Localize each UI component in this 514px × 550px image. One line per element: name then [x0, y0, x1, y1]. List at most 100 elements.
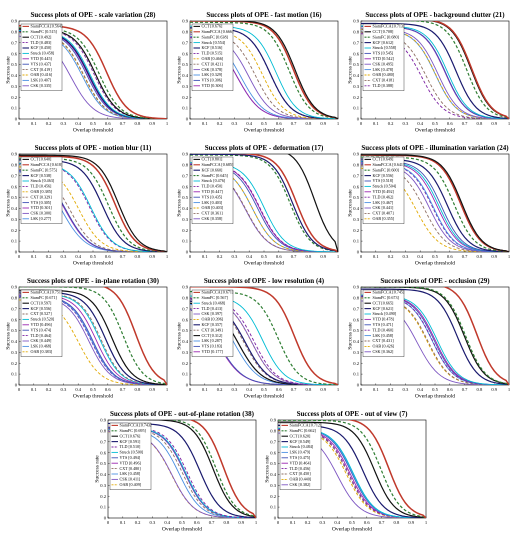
y-tick-label: 0 — [15, 117, 18, 122]
y-tick-label: 0.7 — [353, 40, 359, 45]
y-axis-label: Success rate — [177, 189, 183, 217]
x-tick-label: 0.1 — [202, 121, 208, 126]
legend-box — [362, 23, 405, 91]
series-line-siamfcca — [188, 420, 256, 518]
legend-entry: CCT [0.312] — [202, 333, 223, 338]
x-tick-label: 0.6 — [194, 520, 200, 525]
x-tick-label: 0.4 — [75, 121, 81, 126]
x-tick-label: 0.2 — [217, 387, 223, 392]
legend-entry: Struck [0.484] — [290, 444, 314, 449]
y-tick-label: 0 — [357, 117, 360, 122]
y-tick-label: 0.3 — [353, 350, 359, 355]
legend-entry: OAB [0.396] — [202, 317, 224, 322]
x-tick-label: 0.4 — [246, 121, 252, 126]
x-tick-label: 0.2 — [388, 254, 394, 259]
legend-entry: CSK [0.358] — [202, 216, 224, 221]
x-tick-label: 0 — [360, 254, 363, 259]
x-tick-label: 0.4 — [164, 520, 170, 525]
legend-entry: TLD [0.515] — [202, 51, 224, 56]
y-tick-label: 0.6 — [11, 317, 17, 322]
y-tick-label: 0 — [357, 383, 360, 388]
y-tick-label: 0.6 — [182, 184, 188, 189]
legend-entry: CSK [0.378] — [202, 67, 224, 72]
x-tick-label: 1 — [337, 254, 340, 259]
chart-title: Success plots of OPE - motion blur (11) — [35, 144, 152, 152]
y-tick-label: 0.1 — [11, 372, 17, 377]
legend: CCT [0.676]SiamFCCA [0.666]SiamFC [0.638… — [191, 24, 234, 91]
y-tick-label: 0.3 — [353, 84, 359, 89]
legend-entry: SiamFCCA [0.641] — [373, 162, 405, 167]
legend-entry: TLD [0.464] — [31, 333, 53, 338]
series-line-siamfc — [190, 290, 338, 385]
legend-entry: CXT [0.527] — [31, 311, 53, 316]
legend-entry: CXT [0.421] — [202, 61, 224, 66]
x-tick-label: 0 — [189, 121, 192, 126]
y-tick-label: 0.8 — [182, 162, 188, 167]
y-tick-label: 0.7 — [353, 306, 359, 311]
x-tick-label: 0.2 — [46, 387, 52, 392]
legend-box — [20, 289, 63, 357]
series-line-siamfcca — [102, 287, 167, 385]
series-line-siamfc — [361, 156, 509, 252]
series-line-kcf — [361, 288, 509, 385]
legend-box — [191, 289, 234, 357]
y-tick-label: 0.5 — [182, 195, 188, 200]
y-tick-label: 0.2 — [353, 361, 359, 366]
x-tick-label: 0.8 — [477, 121, 483, 126]
legend-entry: CSK [0.441] — [373, 205, 395, 210]
legend-entry: VTD [0.447] — [202, 189, 224, 194]
y-tick-label: 0.2 — [11, 361, 17, 366]
y-tick-label: 0.3 — [11, 350, 17, 355]
x-tick-label: 0.8 — [306, 387, 312, 392]
legend-entry: LSK [0.458] — [120, 471, 141, 476]
y-tick-label: 0.4 — [182, 73, 188, 78]
y-tick-label: 0.1 — [11, 106, 17, 111]
y-axis-label: Success rate — [265, 455, 271, 483]
y-tick-label: 0.8 — [11, 162, 17, 167]
x-tick-label: 0.6 — [105, 387, 111, 392]
legend-entry: SiamFCCA [0.713] — [373, 24, 405, 29]
legend-entry: CXT [0.407] — [373, 211, 395, 216]
series-line-cct — [19, 154, 167, 252]
x-tick-label: 0.1 — [31, 121, 37, 126]
y-axis-label: Success rate — [348, 322, 354, 350]
legend-entry: TLD [0.413] — [202, 306, 224, 311]
x-tick-label: 0.5 — [261, 254, 267, 259]
legend-entry: Struck [0.458] — [31, 51, 55, 56]
x-tick-label: 0.9 — [149, 121, 155, 126]
legend-entry: CSK [0.335] — [31, 83, 53, 88]
legend-entry: VTS [0.545] — [373, 51, 394, 56]
x-tick-label: 0.5 — [261, 387, 267, 392]
y-tick-label: 0.1 — [11, 239, 17, 244]
chart-title: Success plots of OPE - deformation (17) — [205, 144, 324, 152]
legend-entry: SiamFCCA [0.564] — [31, 24, 63, 29]
legend-entry: OAB [0.466] — [202, 56, 224, 61]
y-tick-label: 0.2 — [182, 95, 188, 100]
legend-entry: Struck [0.558] — [373, 45, 397, 50]
legend-entry: SiamFC [0.638] — [202, 34, 229, 39]
x-tick-label: 0.1 — [31, 387, 37, 392]
x-tick-label: 0 — [18, 254, 21, 259]
legend-entry: KCF [0.621] — [373, 306, 395, 311]
x-tick-label: 0.8 — [224, 520, 230, 525]
legend-entry: VTD [0.496] — [31, 322, 53, 327]
x-tick-label: 0.7 — [291, 254, 297, 259]
series-line-oab — [190, 29, 338, 119]
legend-entry: VTS [0.183] — [202, 344, 223, 349]
x-tick-label: 0.6 — [447, 254, 453, 259]
x-tick-label: 0.6 — [276, 121, 282, 126]
legend-entry: TLD [0.456] — [31, 184, 53, 189]
x-tick-label: 0.1 — [202, 387, 208, 392]
series-line-siamfc — [167, 420, 256, 518]
y-tick-label: 0.5 — [353, 328, 359, 333]
y-tick-label: 0.1 — [182, 106, 188, 111]
legend-entry: SiamFC [0.671] — [31, 295, 58, 300]
y-tick-label: 0 — [104, 516, 107, 521]
x-tick-label: 0.7 — [462, 387, 468, 392]
y-tick-label: 0.9 — [353, 19, 359, 24]
chart-title: Success plots of OPE - low resolution (4… — [204, 277, 325, 285]
x-tick-label: 0.3 — [232, 121, 238, 126]
x-tick-label: 1 — [166, 387, 169, 392]
series-line-siamfc — [278, 420, 426, 518]
series-line-cxt — [19, 292, 167, 385]
